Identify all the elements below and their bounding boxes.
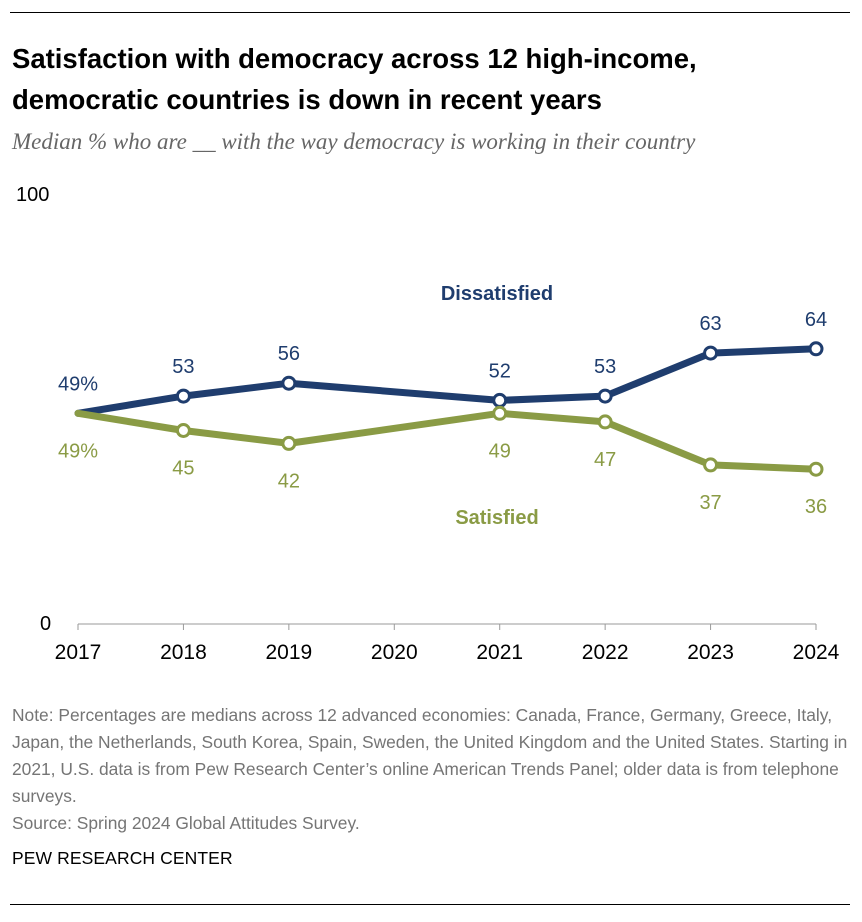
x-tick-label: 2024 — [793, 641, 840, 664]
satisfied-point — [808, 461, 824, 477]
bottom-rule — [10, 904, 850, 905]
satisfied-point — [175, 423, 191, 438]
y-tick-label-0: 0 — [40, 613, 51, 635]
satisfied-point — [597, 414, 613, 430]
dissatisfied-data-label: 56 — [278, 343, 300, 365]
brand-logo-text: PEW RESEARCH CENTER — [12, 848, 233, 868]
dissatisfied-point — [703, 345, 719, 361]
satisfied-point — [703, 457, 719, 473]
satisfied-data-label: 49% — [58, 440, 98, 462]
dissatisfied-point — [175, 388, 191, 404]
note-text: Note: Percentages are medians across 12 … — [12, 705, 848, 806]
dissatisfied-point — [808, 341, 824, 357]
top-rule — [10, 12, 850, 13]
dissatisfied-data-label: 52 — [489, 360, 511, 382]
dissatisfied-data-label: 53 — [172, 356, 194, 378]
x-tick-label: 2020 — [371, 641, 418, 664]
chart-subtitle: Median % who are __ with the way democra… — [12, 129, 696, 154]
chart-title-line-1: Satisfaction with democracy across 12 hi… — [12, 43, 697, 74]
satisfied-point — [492, 405, 508, 421]
chart-title: Satisfaction with democracy across 12 hi… — [12, 38, 852, 120]
satisfied-data-label: 42 — [278, 470, 300, 492]
dissatisfied-data-label: 53 — [594, 356, 616, 378]
source-text: Source: Spring 2024 Global Attitudes Sur… — [12, 813, 360, 833]
x-tick-label: 2018 — [160, 641, 207, 664]
dissatisfied-point — [597, 388, 613, 404]
x-tick-label: 2021 — [476, 641, 523, 664]
satisfied-series-label: Satisfied — [455, 507, 538, 529]
satisfied-point — [281, 435, 297, 451]
dissatisfied-series-label: Dissatisfied — [441, 283, 553, 305]
dissatisfied-data-label: 64 — [805, 309, 827, 331]
x-tick-label: 2022 — [582, 641, 629, 664]
satisfied-data-label: 49 — [489, 440, 511, 462]
dissatisfied-data-label: 63 — [699, 313, 721, 335]
x-tick-label: 2017 — [55, 641, 102, 664]
satisfied-data-label: 36 — [805, 496, 827, 518]
chart-notes: Note: Percentages are medians across 12 … — [12, 702, 857, 837]
dissatisfied-point — [281, 375, 297, 391]
x-tick-label: 2023 — [687, 641, 734, 664]
x-tick-label: 2019 — [265, 641, 312, 664]
y-tick-label-100: 100 — [16, 184, 49, 206]
satisfied-data-label: 37 — [699, 492, 721, 514]
satisfied-data-label: 45 — [172, 458, 194, 480]
chart-title-line-2: democratic countries is down in recent y… — [12, 84, 602, 115]
dissatisfied-point — [492, 392, 508, 408]
satisfied-data-label: 47 — [594, 449, 616, 471]
dissatisfied-data-label: 49% — [58, 373, 98, 395]
